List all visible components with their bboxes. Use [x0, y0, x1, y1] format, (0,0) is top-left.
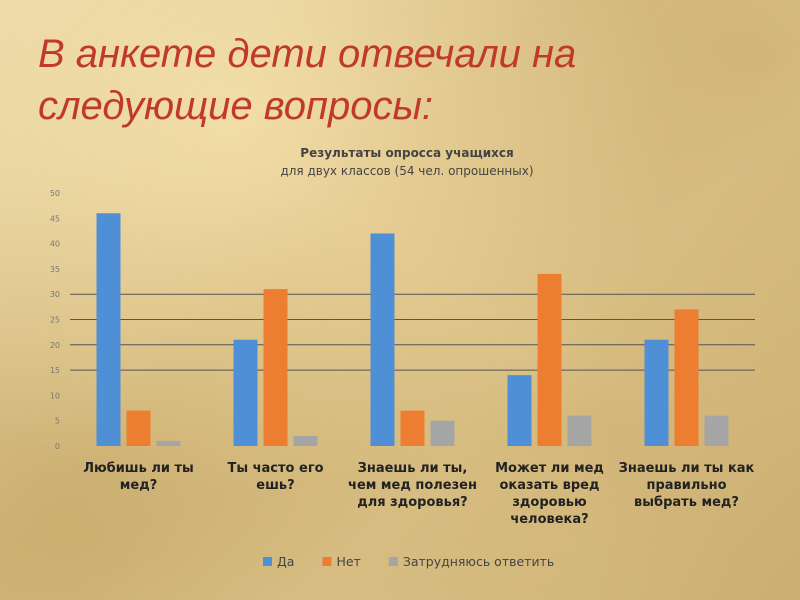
y-tick-label: 15: [50, 366, 60, 375]
legend: Да Нет Затрудняюсь ответить: [263, 554, 554, 569]
category-label: Любишь ли ты: [83, 461, 194, 476]
bar-3-5: [704, 415, 729, 446]
category-label: для здоровья?: [357, 495, 467, 510]
bar-1-2: [233, 339, 258, 446]
y-tick-label: 5: [55, 417, 60, 426]
bar-2-2: [263, 289, 288, 446]
bar-2-3: [400, 410, 425, 446]
category-label: Ты часто его: [227, 461, 323, 476]
legend-swatch: [322, 557, 332, 566]
legend-label: Нет: [336, 554, 360, 569]
bar-2-1: [126, 410, 151, 446]
category-label: Может ли мед: [495, 461, 604, 476]
category-label: человека?: [510, 512, 588, 527]
bar-3-4: [567, 415, 592, 446]
y-tick-label: 25: [50, 316, 60, 325]
bar-2-5: [674, 309, 699, 446]
y-tick-label: 40: [50, 240, 60, 249]
slide-title: В анкете дети отвечали на следующие вопр…: [38, 32, 577, 128]
bars: [96, 213, 729, 446]
legend-label: Затрудняюсь ответить: [403, 554, 554, 569]
legend-label: Да: [277, 554, 294, 569]
bar-1-5: [644, 339, 669, 446]
bar-1-1: [96, 213, 121, 446]
bar-1-4: [507, 375, 532, 446]
category-label: Знаешь ли ты,: [358, 461, 468, 476]
y-tick-label: 45: [50, 214, 60, 223]
bar-2-4: [537, 273, 562, 446]
chart-subtitle: для двух классов (54 чел. опрошенных): [280, 164, 533, 178]
y-tick-label: 50: [50, 189, 60, 198]
category-label: здоровью: [512, 495, 587, 510]
category-label: выбрать мед?: [634, 495, 739, 510]
y-tick-label: 30: [50, 290, 60, 299]
category-label: ешь?: [256, 478, 294, 493]
bar-1-3: [370, 233, 395, 446]
y-axis-ticks: 0 5 10 15 20 25 30 35 40 45 50: [50, 189, 60, 451]
category-label: Знаешь ли ты как: [619, 461, 755, 476]
legend-swatch: [263, 557, 272, 566]
category-label: мед?: [120, 478, 157, 493]
gridlines: [70, 293, 755, 371]
category-label: правильно: [646, 478, 726, 493]
legend-swatch: [388, 557, 398, 566]
chart-title: Результаты опросса учащихся: [300, 146, 513, 160]
x-axis-categories: Любишь ли ты мед? Ты часто его ешь? Знаешь л…: [83, 461, 754, 527]
bar-3-2: [293, 435, 318, 446]
y-tick-label: 20: [50, 341, 60, 350]
y-tick-label: 35: [50, 265, 60, 274]
y-tick-label: 0: [55, 442, 60, 451]
bar-3-3: [430, 420, 455, 446]
bar-3-1: [156, 440, 181, 446]
category-label: оказать вред: [500, 478, 600, 493]
y-tick-label: 10: [50, 391, 60, 400]
category-label: чем мед полезен: [348, 478, 477, 493]
